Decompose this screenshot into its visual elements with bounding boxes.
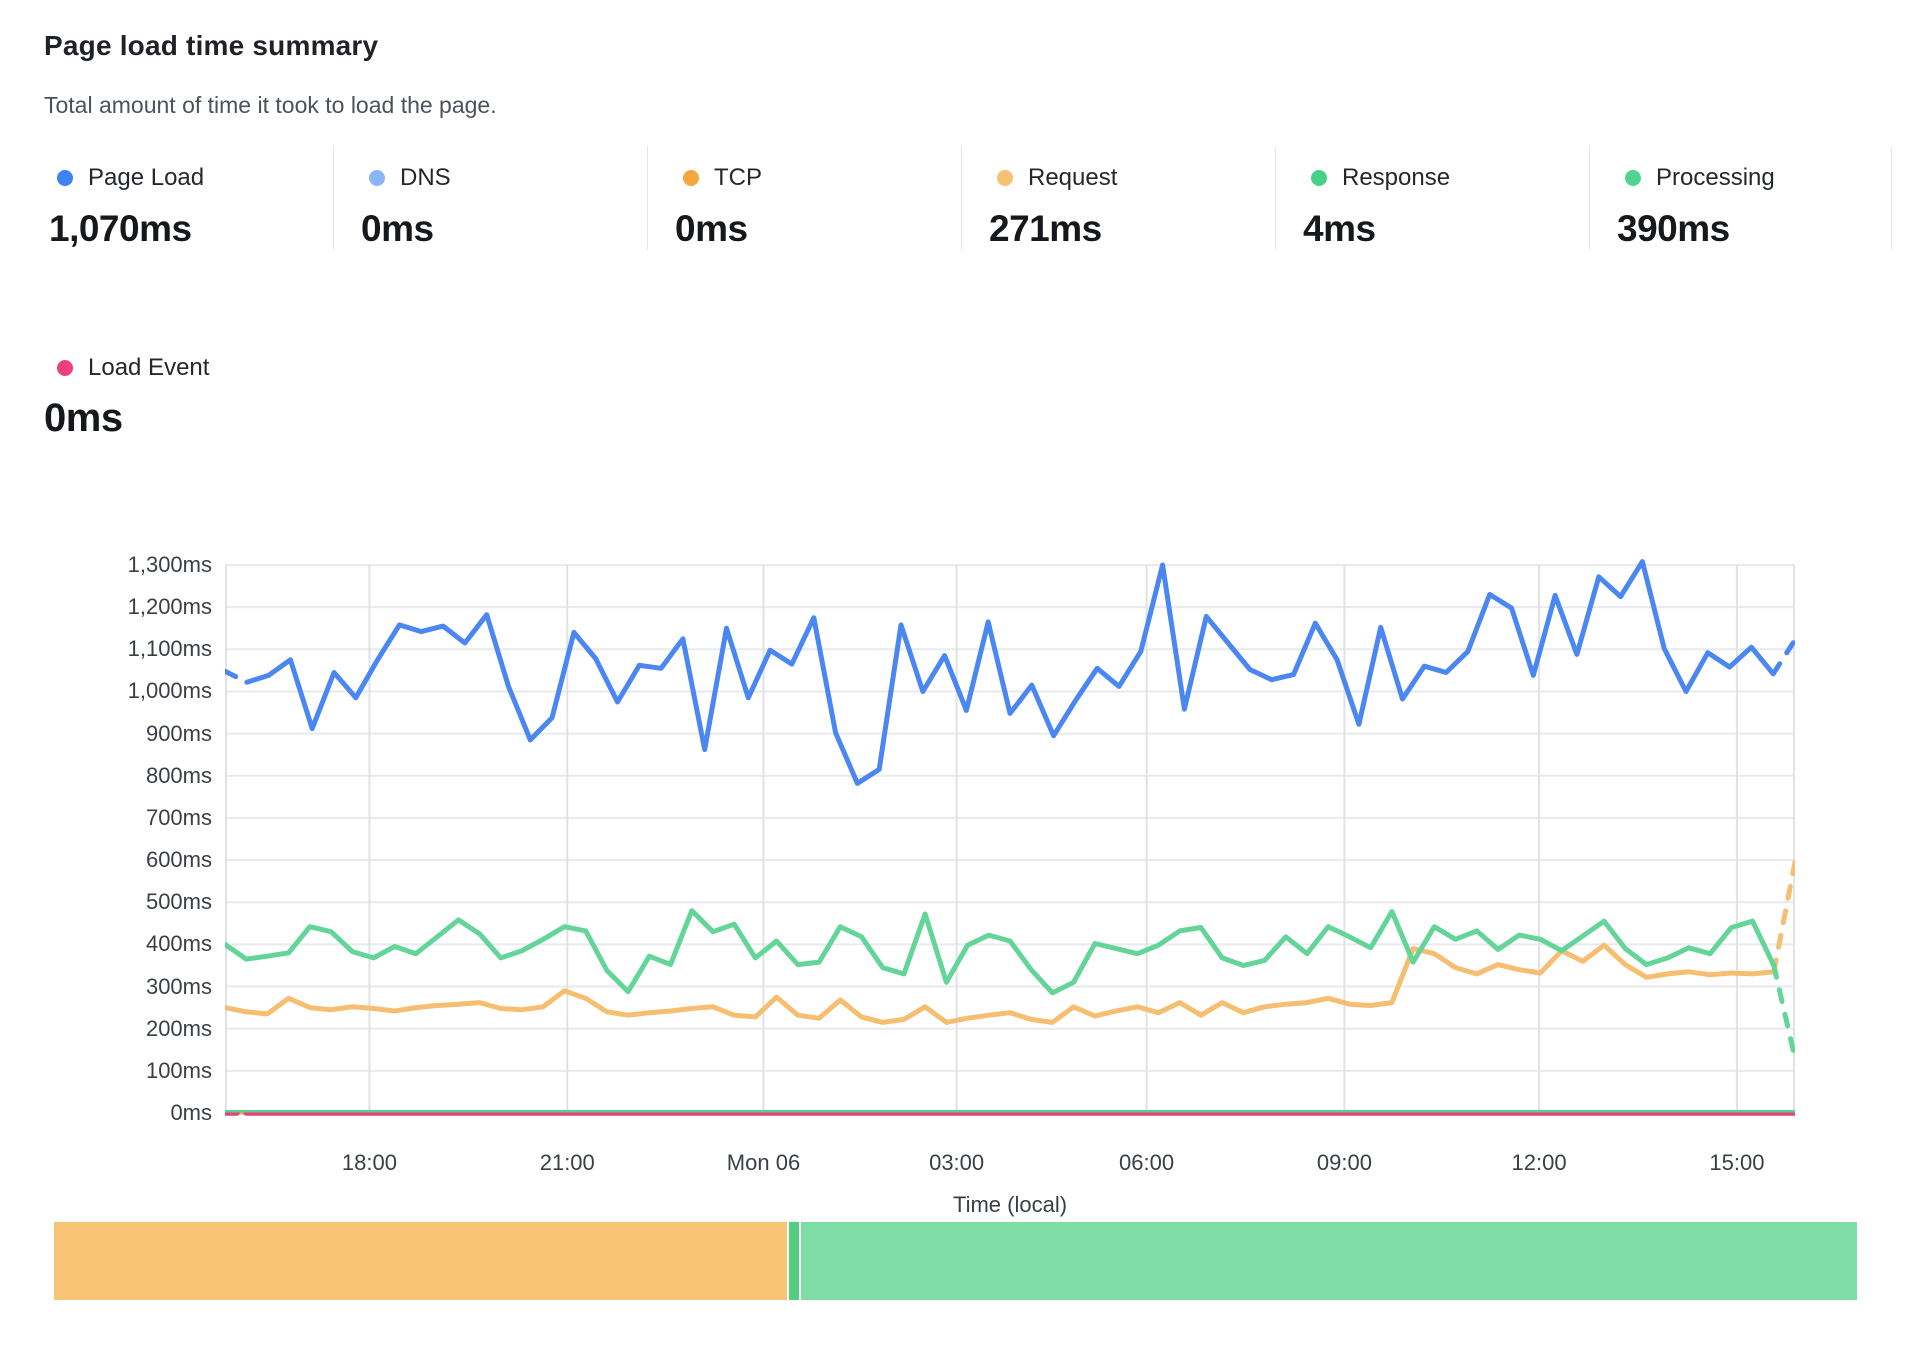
x-tick-label: 06:00 xyxy=(1119,1150,1175,1175)
metric-label: Load Event xyxy=(88,354,210,381)
metric-load-event: Load Event 0ms xyxy=(44,336,209,441)
series-processing xyxy=(1771,963,1795,1061)
dns-dot-icon xyxy=(369,170,385,186)
y-tick-label: 1,300ms xyxy=(127,552,212,577)
y-tick-label: 600ms xyxy=(145,847,212,873)
x-tick-label: 12:00 xyxy=(1511,1150,1567,1175)
y-tick-label: 300ms xyxy=(145,973,212,999)
y-tick-label: 800ms xyxy=(145,762,212,788)
metric-response: Response 4ms xyxy=(1275,146,1589,250)
plot-svg[interactable] xyxy=(225,540,1795,1120)
x-tick-label: 21:00 xyxy=(539,1150,595,1175)
segment-orange xyxy=(54,1222,787,1300)
metric-dns: DNS 0ms xyxy=(333,146,647,250)
response-dot-icon xyxy=(1311,170,1327,186)
metric-label: Page Load xyxy=(88,164,205,191)
y-tick-label: 1,000ms xyxy=(127,678,212,704)
series-page-load xyxy=(225,668,250,685)
y-tick-label: 0ms xyxy=(170,1100,212,1125)
metric-value: 1,070ms xyxy=(49,208,192,249)
series-processing xyxy=(225,908,1777,996)
series-page-load xyxy=(1770,637,1795,677)
series-request xyxy=(225,942,1777,1025)
segment-green-sliver xyxy=(789,1222,799,1300)
request-dot-icon xyxy=(997,170,1013,186)
series-request xyxy=(1771,859,1795,975)
y-tick-label: 700ms xyxy=(145,804,212,830)
x-tick-label: 18:00 xyxy=(341,1150,397,1175)
page-load-dot-icon xyxy=(57,170,73,186)
x-tick-label: 03:00 xyxy=(929,1150,985,1175)
metric-label: TCP xyxy=(714,164,762,191)
x-axis-title: Time (local) xyxy=(952,1192,1068,1217)
metric-request: Request 271ms xyxy=(961,146,1275,250)
metric-label: DNS xyxy=(400,164,451,191)
metric-label: Processing xyxy=(1656,164,1775,191)
page-title: Page load time summary xyxy=(44,30,379,61)
page-subtitle: Total amount of time it took to load the… xyxy=(44,92,497,118)
x-tick-label: Mon 06 xyxy=(726,1150,801,1175)
metric-value: 0ms xyxy=(44,396,123,440)
metric-processing: Processing 390ms xyxy=(1589,146,1892,250)
metric-value: 4ms xyxy=(1303,208,1376,249)
metric-label: Request xyxy=(1028,164,1118,191)
y-tick-label: 100ms xyxy=(145,1057,212,1083)
y-tick-label: 1,200ms xyxy=(127,594,212,620)
metric-page-load: Page Load 1,070ms xyxy=(44,146,333,250)
y-tick-label: 200ms xyxy=(145,1015,212,1041)
metric-value: 271ms xyxy=(989,208,1102,249)
y-tick-label: 900ms xyxy=(145,720,212,746)
metric-tcp: TCP 0ms xyxy=(647,146,961,250)
metric-value: 0ms xyxy=(361,208,434,249)
y-tick-label: 400ms xyxy=(145,931,212,957)
metric-label: Response xyxy=(1342,164,1451,191)
metric-value: 390ms xyxy=(1617,208,1730,249)
x-tick-label: 09:00 xyxy=(1316,1150,1372,1175)
metrics-legend-row: Page Load 1,070ms DNS 0ms TCP 0ms Reques… xyxy=(44,146,1892,250)
x-tick-label: 15:00 xyxy=(1709,1150,1765,1175)
y-tick-label: 1,100ms xyxy=(127,636,212,662)
processing-dot-icon xyxy=(1625,170,1641,186)
series-page-load xyxy=(244,559,1776,786)
segment-green xyxy=(801,1222,1857,1300)
y-tick-label: 500ms xyxy=(145,889,212,915)
metric-value: 0ms xyxy=(675,208,748,249)
status-distribution-bar xyxy=(54,1222,1857,1300)
load-event-dot-icon xyxy=(57,360,73,376)
tcp-dot-icon xyxy=(683,170,699,186)
